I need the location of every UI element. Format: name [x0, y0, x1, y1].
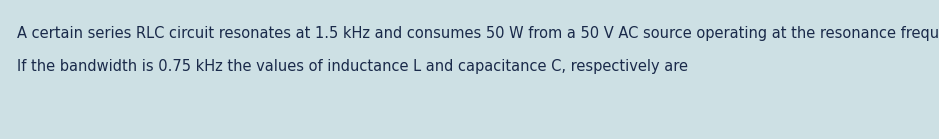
Text: If the bandwidth is 0.75 kHz the values of inductance L and capacitance C, respe: If the bandwidth is 0.75 kHz the values …	[17, 59, 688, 74]
Text: A certain series RLC circuit resonates at 1.5 kHz and consumes 50 W from a 50 V : A certain series RLC circuit resonates a…	[17, 26, 939, 41]
